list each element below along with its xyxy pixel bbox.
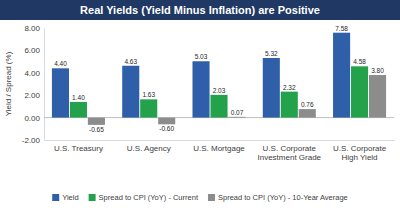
x-axis (45, 140, 395, 142)
legend-item: Yield (52, 193, 78, 202)
y-tick-label: 8.00 (24, 24, 40, 33)
data-label: 0.76 (301, 101, 314, 108)
data-label: 0.07 (231, 109, 244, 116)
data-label: 3.80 (371, 67, 384, 74)
x-tick-label: U.S. CorporateInvestment Grade (257, 144, 321, 162)
y-tick: 8.00 (24, 24, 44, 33)
data-label: 2.03 (213, 87, 226, 94)
legend-label: Spread to CPI (YoY) - 10-Year Average (218, 193, 348, 202)
y-axis-title: Yield / Spread (%) (4, 51, 13, 116)
bar (333, 33, 350, 118)
x-tick-label-line: High Yield (342, 153, 378, 162)
legend-label: Yield (62, 193, 78, 202)
x-tick-label-line: Investment Grade (257, 153, 321, 162)
x-tick-label-line: U.S. Agency (127, 144, 171, 153)
data-labels: 4.40 4.63 5.03 5.32 7.58 1.40 1.63 2.03 2.32 4.58… (54, 25, 384, 133)
bar (192, 61, 209, 117)
bars (52, 33, 386, 125)
y-tick-label: 6.00 (24, 46, 40, 55)
bar (210, 95, 227, 118)
x-tick-label-line: U.S. Mortgage (193, 144, 245, 153)
data-label: 5.32 (265, 50, 278, 57)
bar (158, 118, 175, 125)
bar (122, 66, 139, 118)
legend: Yield Spread to CPI (YoY) - Current Spread… (52, 193, 348, 202)
y-tick: 4.00 (24, 69, 44, 78)
x-tick-label-line: U.S. Corporate (333, 144, 387, 153)
data-label: 1.40 (72, 94, 85, 101)
legend-item: Spread to CPI (YoY) - 10-Year Average (208, 193, 348, 202)
x-tick-label: U.S. Agency (127, 144, 171, 153)
x-tick-label: U.S. CorporateHigh Yield (333, 144, 387, 162)
bar (52, 68, 69, 117)
title-banner (0, 0, 400, 20)
bar (140, 99, 157, 117)
y-tick: 6.00 (24, 46, 44, 55)
data-label: -0.65 (89, 126, 104, 133)
x-axis-line (45, 140, 395, 141)
y-tick-label: -2.00 (22, 136, 41, 145)
legend-label: Spread to CPI (YoY) - Current (99, 193, 199, 202)
legend-item: Spread to CPI (YoY) - Current (89, 193, 199, 202)
data-label: 4.40 (54, 60, 67, 67)
x-tick-label: U.S. Treasury (54, 144, 103, 153)
y-axis-line (44, 29, 45, 141)
x-tick-label-line: U.S. Treasury (54, 144, 103, 153)
y-tick-label: 0.00 (24, 114, 40, 123)
y-tick-label: 2.00 (24, 91, 40, 100)
data-label: 5.03 (195, 53, 208, 60)
legend-swatch (52, 194, 59, 201)
bar (70, 102, 87, 118)
data-label: 4.63 (124, 58, 137, 65)
bar (88, 118, 105, 125)
title: Real Yields (Yield Minus Inflation) are … (80, 4, 320, 16)
x-tick-label-line: U.S. Corporate (263, 144, 317, 153)
y-tick: -2.00 (22, 136, 44, 145)
y-tick: 0.00 (24, 114, 44, 123)
data-label: 2.32 (283, 84, 296, 91)
legend-swatch (89, 194, 96, 201)
bar (369, 75, 386, 118)
x-tick-label: U.S. Mortgage (193, 144, 245, 153)
data-label: 1.63 (142, 91, 155, 98)
data-label: 4.58 (353, 58, 366, 65)
y-axis: -2.00 0.00 2.00 4.00 6.00 8.00 (22, 24, 45, 145)
y-tick-label: 4.00 (24, 69, 40, 78)
bar (228, 116, 245, 118)
data-label: 7.58 (335, 25, 348, 32)
bar (263, 58, 280, 118)
data-label: -0.60 (159, 125, 174, 132)
chart: Real Yields (Yield Minus Inflation) are … (0, 0, 400, 208)
legend-swatch (208, 194, 215, 201)
bar (351, 66, 368, 117)
bar (299, 109, 316, 118)
bar (281, 92, 298, 118)
y-tick: 2.00 (24, 91, 44, 100)
